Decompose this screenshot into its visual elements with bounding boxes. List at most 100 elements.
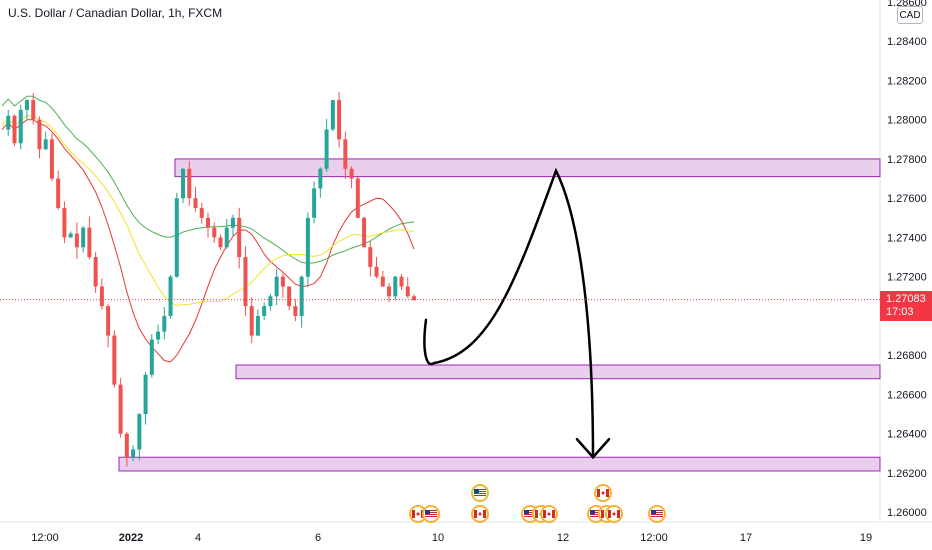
y-tick-label: 1.26800 [887, 350, 927, 362]
x-tick-label: 10 [432, 532, 444, 544]
candle-body [349, 168, 354, 179]
moving-average-line [1, 95, 415, 264]
candle-body [405, 286, 410, 297]
canada-flag-icon[interactable] [605, 505, 623, 523]
candle-body [199, 208, 204, 218]
candle-body [218, 237, 223, 248]
candle-body [343, 139, 348, 169]
candle-body [268, 296, 273, 307]
candle-body [81, 227, 86, 248]
candle-body [12, 115, 17, 144]
candle-body [181, 168, 186, 199]
candle-body [393, 276, 398, 297]
x-tick-label: 12:00 [640, 532, 668, 544]
x-tick-label: 12 [557, 532, 569, 544]
candle-body [37, 119, 42, 150]
economic-events [409, 484, 666, 523]
canada-flag-icon[interactable] [540, 505, 558, 523]
y-tick-label: 1.27200 [887, 272, 927, 284]
candle-body [299, 276, 304, 316]
sr-zones [118, 158, 881, 472]
x-tick-label: 4 [195, 532, 201, 544]
x-tick-label: 2022 [119, 532, 143, 544]
candle-body [156, 331, 161, 340]
x-tick-label: 6 [315, 532, 321, 544]
candle-body [149, 339, 154, 375]
y-tick-label: 1.27800 [887, 154, 927, 166]
y-tick-label: 1.27600 [887, 193, 927, 205]
candle-body [368, 247, 373, 267]
candle-body [187, 168, 192, 199]
candle-body [68, 233, 73, 238]
candle-body [305, 217, 310, 277]
moving-average-line [1, 119, 415, 363]
candle-body [24, 100, 29, 110]
candle-body [399, 276, 404, 287]
candle-body [362, 217, 367, 248]
y-tick-label: 1.26200 [887, 468, 927, 480]
x-tick-label: 12:00 [31, 532, 59, 544]
y-axis: 1.28600 1.28400 1.28200 1.28000 1.27800 1.276… [879, 0, 927, 522]
candle-body [337, 100, 342, 140]
candle-body [212, 227, 217, 238]
projection-path [423, 167, 595, 459]
canada-flag-icon[interactable] [471, 505, 489, 523]
us-flag-icon[interactable] [648, 505, 666, 523]
candle-body [174, 198, 179, 277]
candle-body [255, 315, 260, 336]
us-flag-icon[interactable] [422, 505, 440, 523]
candle-body [62, 208, 67, 238]
candle-body [168, 276, 173, 316]
candle-body [31, 100, 36, 120]
bar-countdown: 17:03 [886, 306, 914, 318]
candle-body [355, 178, 360, 218]
currency-selector[interactable]: CAD [897, 6, 923, 24]
candle-body [93, 257, 98, 287]
candle-body [387, 286, 392, 297]
candle-body [162, 315, 167, 332]
candle-body [106, 306, 111, 336]
x-axis: 12:00 2022 4 6 10 12 12:00 17 19 [0, 521, 932, 544]
candle-body [143, 374, 148, 415]
candle-body [262, 306, 267, 316]
y-tick-label: 1.28000 [887, 115, 927, 127]
candle-body [112, 335, 117, 385]
candle-body [6, 115, 11, 130]
candle-body [237, 217, 242, 258]
candle-body [18, 109, 23, 144]
candles [6, 91, 416, 467]
canada-flag-icon[interactable] [594, 484, 612, 502]
sr-zone [118, 456, 881, 472]
chart-title: U.S. Dollar / Canadian Dollar, 1h, FXCM [8, 6, 223, 20]
candle-body [318, 168, 323, 189]
candle-body [99, 286, 104, 307]
sr-zone [174, 158, 881, 178]
y-tick-label: 1.27400 [887, 232, 927, 244]
candle-body [124, 433, 129, 458]
candle-body [43, 139, 48, 150]
y-tick-label: 1.26400 [887, 429, 927, 441]
candle-body [224, 227, 229, 248]
us-flag-icon[interactable] [471, 484, 489, 502]
x-tick-label: 19 [860, 532, 872, 544]
y-tick-label: 1.28600 [887, 0, 927, 9]
candle-body [330, 100, 335, 130]
candle-body [87, 227, 92, 258]
last-price-value: 1.27083 [886, 293, 926, 305]
y-tick-label: 1.26000 [887, 507, 927, 519]
moving-average-line [1, 115, 415, 306]
y-tick-label: 1.26600 [887, 389, 927, 401]
candle-body [118, 384, 123, 434]
candle-body [230, 217, 235, 228]
candle-body [56, 178, 61, 209]
candle-body [131, 449, 136, 458]
candle-body [249, 306, 254, 336]
candle-body [49, 139, 54, 179]
candle-body [324, 129, 329, 169]
y-tick-label: 1.28400 [887, 36, 927, 48]
candle-body [293, 306, 298, 316]
candle-body [74, 233, 79, 248]
candle-body [312, 188, 317, 218]
last-price-tag: 1.27083 17:03 [880, 291, 932, 321]
